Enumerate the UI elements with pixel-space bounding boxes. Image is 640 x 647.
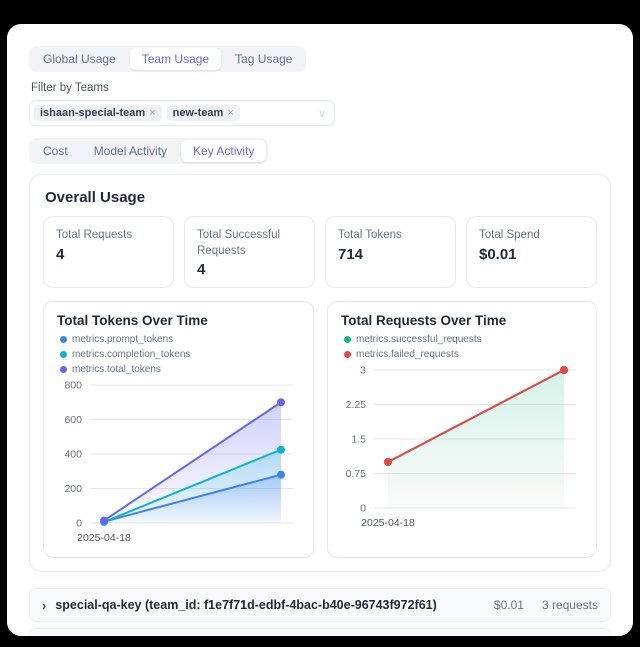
filter-by-teams-label: Filter by Teams [31,82,109,94]
team-tag[interactable]: new-team × [166,105,240,121]
key-rows: › special-qa-key (team_id: f1e7f71d-edbf… [29,588,611,636]
legend-item: metrics.successful_requests [344,334,586,345]
charts-row: Total Tokens Over Time metrics.prompt_to… [43,301,597,558]
legend-item: metrics.failed_requests [344,349,586,360]
svg-text:800: 800 [64,380,82,392]
legend-item: metrics.total_tokens [60,364,161,375]
tab-cost[interactable]: Cost [43,144,68,158]
svg-text:2.25: 2.25 [346,399,367,411]
legend-label: metrics.prompt_tokens [72,334,174,345]
requests-chart-legend: metrics.successful_requests metrics.fail… [344,334,586,360]
team-filter-select[interactable]: ishaan-special-team × new-team × ∨ [29,100,335,126]
legend-label: metrics.completion_tokens [72,349,191,360]
tab-global-usage[interactable]: Global Usage [43,52,116,66]
svg-text:0: 0 [360,503,366,515]
legend-dot-icon [60,366,67,373]
legend-dot-icon [344,336,351,343]
legend-label: metrics.total_tokens [72,364,161,375]
stat-total-requests: Total Requests 4 [43,216,174,288]
stat-label: Total Requests [56,229,133,241]
key-row-special-qa-key[interactable]: › special-qa-key (team_id: f1e7f71d-edbf… [29,588,611,622]
overall-usage-card: Overall Usage Total Requests 4 Total Suc… [29,174,611,572]
tab-tag-usage[interactable]: Tag Usage [235,52,293,66]
activity-tabs: Cost Model Activity Key Activity [29,138,269,164]
svg-text:0.75: 0.75 [346,468,367,480]
key-row-test-gemini-flash[interactable]: › test-gemini-flash (team_id: 28bd3181-0… [29,628,611,636]
tab-key-activity[interactable]: Key Activity [181,140,267,162]
legend-dot-icon [60,351,67,358]
overall-usage-title: Overall Usage [45,189,146,206]
tab-team-usage[interactable]: Team Usage [129,48,222,70]
legend-label: metrics.successful_requests [356,334,482,345]
stat-label: Total Tokens [338,229,402,241]
tokens-chart-legend: metrics.prompt_tokens metrics.completion… [60,334,303,375]
stat-value: $0.01 [479,245,517,263]
legend-label: metrics.failed_requests [356,349,459,360]
stat-value: 4 [56,245,65,263]
stat-label: Total Successful Requests [197,229,281,257]
stats-row: Total Requests 4 Total Successful Reques… [43,216,597,288]
svg-text:400: 400 [64,449,82,461]
svg-text:2025-04-18: 2025-04-18 [77,532,131,544]
requests-chart-card: Total Requests Over Time metrics.success… [327,301,597,558]
expand-chevron-icon[interactable]: › [42,597,47,613]
tokens-chart-title: Total Tokens Over Time [57,313,208,328]
svg-text:1.5: 1.5 [351,434,366,446]
legend-dot-icon [60,336,67,343]
stat-total-spend: Total Spend $0.01 [466,216,597,288]
stat-total-successful-requests: Total Successful Requests 4 [184,216,315,288]
stat-label: Total Spend [479,229,540,241]
key-row-label: special-qa-key (team_id: f1e7f71d-edbf-4… [55,598,437,612]
svg-text:2025-04-18: 2025-04-18 [361,517,415,529]
remove-tag-icon[interactable]: × [227,107,234,119]
team-tag[interactable]: ishaan-special-team × [34,105,162,121]
legend-item: metrics.completion_tokens [60,349,190,360]
usage-tabs: Global Usage Team Usage Tag Usage [29,46,307,72]
stat-value: 714 [338,245,364,263]
legend-dot-icon [344,351,351,358]
requests-chart-plot: 0 0.75 1.5 2.25 3 2025-04-18 [338,362,586,534]
key-row-spend: $0.01 [493,598,524,612]
tokens-chart-plot: 0 200 400 600 800 2025-04-18 [54,377,303,549]
main-panel: Global Usage Team Usage Tag Usage Filter… [7,24,633,636]
key-row-requests: 3 requests [541,598,598,612]
legend-item: metrics.prompt_tokens [60,334,173,345]
tab-model-activity[interactable]: Model Activity [93,144,168,158]
tokens-chart-card: Total Tokens Over Time metrics.prompt_to… [43,301,314,558]
requests-chart-title: Total Requests Over Time [341,313,507,328]
svg-text:600: 600 [64,414,82,426]
chevron-down-icon[interactable]: ∨ [317,107,326,120]
remove-tag-icon[interactable]: × [149,107,156,119]
team-tag-label: new-team [172,107,224,119]
team-tag-label: ishaan-special-team [40,107,146,119]
svg-text:0: 0 [76,518,82,530]
stat-value: 4 [197,261,206,279]
stat-total-tokens: Total Tokens 714 [325,216,456,288]
svg-text:200: 200 [64,483,82,495]
svg-text:3: 3 [360,365,366,377]
